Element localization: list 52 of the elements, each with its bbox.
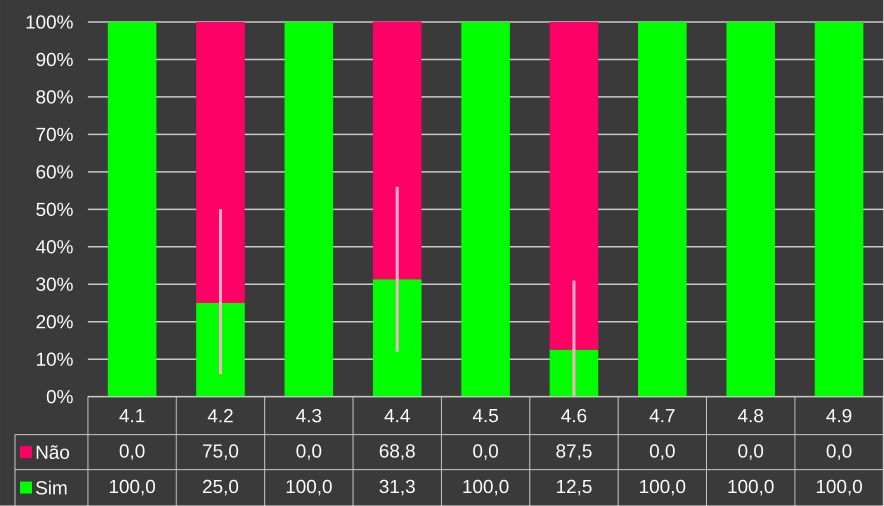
data-label: 100,0: [640, 480, 686, 496]
y-tick-label: 50%: [36, 202, 73, 216]
data-label: 100,0: [463, 480, 509, 496]
x-tick-label: 4.7: [650, 409, 675, 422]
x-tick-label: 4.6: [561, 408, 586, 422]
data-label: 68,8: [380, 444, 415, 460]
y-tick-label: 10%: [37, 352, 73, 366]
y-tick-label: 20%: [36, 314, 73, 328]
x-tick-label: 4.1: [119, 409, 144, 422]
x-tick-label: 4.3: [296, 408, 322, 422]
data-label: 0,0: [473, 444, 498, 460]
y-tick-label: 90%: [36, 52, 73, 66]
x-tick-label: 4.2: [208, 409, 233, 422]
data-label: 0,0: [738, 444, 764, 460]
bar: [814, 22, 864, 397]
data-label: 0,0: [120, 444, 145, 460]
x-tick-label: 4.8: [738, 408, 764, 422]
data-label: 100,0: [110, 480, 156, 496]
bar: [196, 302, 245, 397]
legend-label: Não: [36, 445, 70, 459]
y-tick-label: 40%: [36, 240, 73, 254]
x-tick-label: 4.4: [384, 409, 410, 422]
data-label: 100,0: [816, 480, 862, 496]
y-tick-label: 80%: [36, 90, 73, 104]
data-label: 12,5: [556, 480, 592, 496]
data-label: 87,5: [556, 444, 592, 460]
data-label: 0,0: [650, 444, 675, 460]
data-label: 100,0: [728, 480, 774, 496]
y-tick-label: 70%: [36, 128, 73, 142]
data-label: 75,0: [203, 444, 238, 460]
data-label: 25,0: [203, 480, 238, 496]
x-tick-label: 4.5: [472, 409, 498, 422]
bar: [726, 22, 775, 397]
x-tick-label: 4.9: [826, 408, 852, 422]
data-label: 31,3: [380, 480, 415, 496]
data-label: 0,0: [826, 444, 852, 460]
y-tick-label: 60%: [36, 165, 73, 179]
bar: [284, 22, 334, 397]
bar: [550, 22, 598, 350]
y-tick-label: 100%: [26, 15, 73, 29]
bar: [372, 279, 422, 397]
data-label: 0,0: [296, 444, 322, 460]
bar: [638, 22, 687, 397]
bar: [372, 22, 422, 280]
y-tick-label: 0%: [46, 390, 73, 404]
y-tick-label: 30%: [36, 278, 73, 291]
bar: [196, 22, 245, 303]
data-label: 100,0: [286, 480, 332, 496]
legend-label: Sim: [36, 480, 66, 494]
bar: [461, 22, 510, 397]
bar: [108, 22, 156, 397]
bar: [550, 350, 598, 397]
